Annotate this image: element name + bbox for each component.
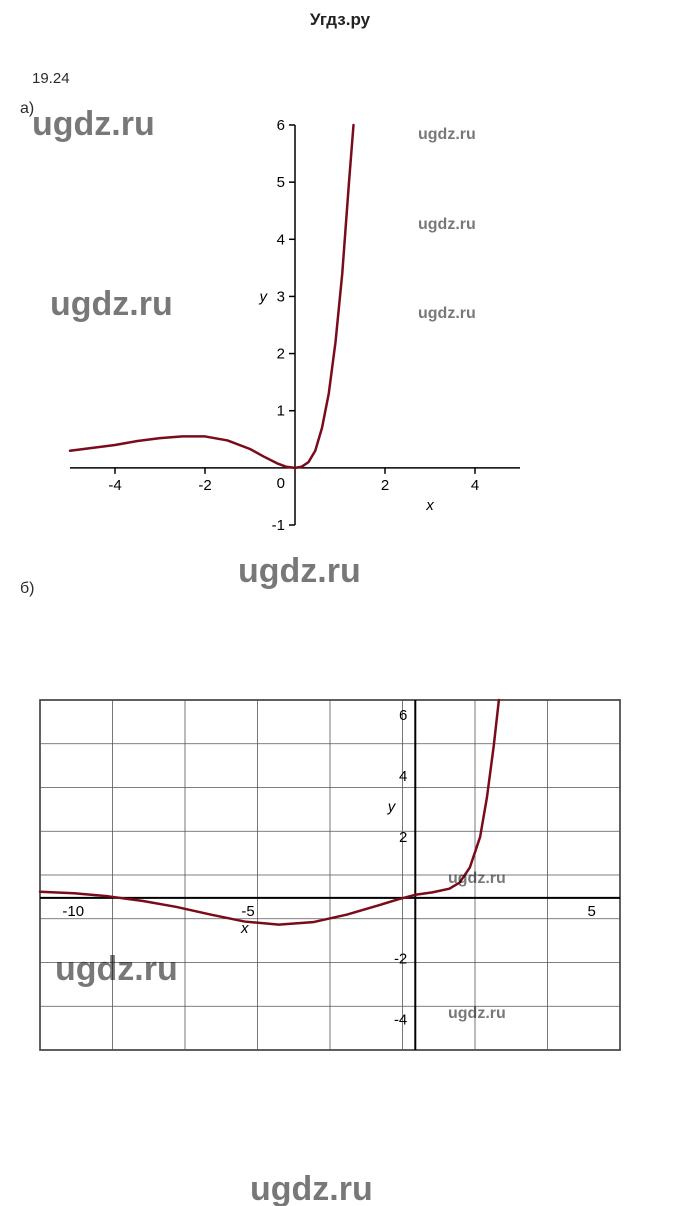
- svg-text:0: 0: [277, 475, 285, 492]
- chart-b: -10-55-4-2246xy: [30, 690, 630, 1060]
- watermark-big-4: ugdz.ru: [250, 1170, 373, 1206]
- part-b-label: б): [20, 580, 35, 598]
- svg-text:5: 5: [588, 903, 596, 920]
- svg-text:6: 6: [399, 707, 407, 724]
- exercise-number: 19.24: [32, 70, 70, 87]
- svg-text:y: y: [387, 799, 397, 816]
- svg-text:x: x: [425, 497, 434, 514]
- svg-text:y: y: [259, 288, 269, 305]
- svg-text:2: 2: [381, 477, 389, 494]
- svg-text:1: 1: [277, 403, 285, 420]
- svg-text:3: 3: [277, 288, 285, 305]
- chart-b-svg: -10-55-4-2246xy: [30, 690, 630, 1060]
- svg-text:4: 4: [471, 477, 479, 494]
- watermark-big-2: ugdz.ru: [238, 552, 361, 591]
- svg-text:4: 4: [399, 768, 407, 785]
- svg-text:-10: -10: [62, 903, 84, 920]
- svg-text:-1: -1: [272, 517, 285, 534]
- svg-text:-4: -4: [394, 1012, 407, 1029]
- svg-text:2: 2: [277, 346, 285, 363]
- chart-a: -4 -2 2 4 -1 1 2 3 4 5 6 0 x y: [30, 115, 530, 555]
- svg-text:-5: -5: [241, 903, 254, 920]
- svg-text:-2: -2: [394, 951, 407, 968]
- svg-text:-2: -2: [198, 477, 211, 494]
- chart-a-svg: -4 -2 2 4 -1 1 2 3 4 5 6 0 x y: [30, 115, 530, 555]
- page-title: Угдз.ру: [0, 10, 680, 30]
- svg-text:-4: -4: [108, 477, 121, 494]
- svg-text:6: 6: [277, 117, 285, 134]
- svg-text:5: 5: [277, 174, 285, 191]
- svg-text:4: 4: [277, 231, 285, 248]
- svg-text:2: 2: [399, 829, 407, 846]
